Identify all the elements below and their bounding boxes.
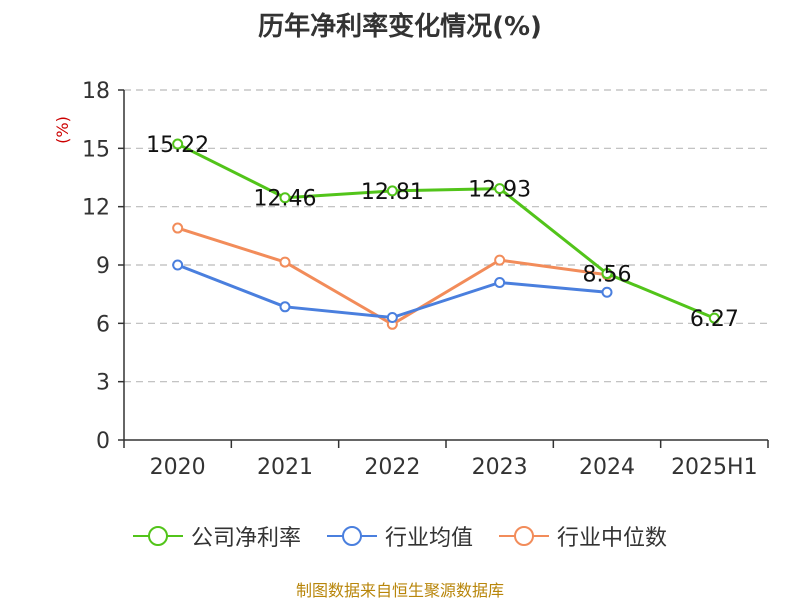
- data-label: 6.27: [690, 307, 739, 332]
- data-point: [386, 185, 398, 197]
- legend-swatch-company: [132, 526, 183, 546]
- x-tick-label: 2024: [579, 455, 635, 480]
- data-point: [601, 286, 613, 298]
- chart-title: 历年净利率变化情况(%): [258, 12, 542, 42]
- legend-label-industry-median: 行业中位数: [557, 526, 668, 551]
- legend: 公司净利率 行业均值 行业中位数: [0, 520, 800, 552]
- y-tick-label: 15: [82, 137, 110, 162]
- data-point: [172, 222, 184, 234]
- data-label: 12.93: [468, 178, 531, 203]
- data-label: 8.56: [583, 263, 632, 288]
- legend-swatch-industry-median: [499, 526, 549, 546]
- legend-label-industry-mean: 行业均值: [384, 526, 473, 551]
- series-line-2: [177, 226, 608, 326]
- x-tick-label: 2020: [150, 455, 206, 480]
- x-tick-label: 2021: [257, 455, 313, 480]
- data-point: [172, 138, 184, 150]
- x-tick-label: 2023: [472, 455, 528, 480]
- source-footer: 制图数据来自恒生聚源数据库: [295, 581, 504, 600]
- y-tick-label: 18: [82, 79, 110, 104]
- y-axis-label: (%): [53, 116, 72, 144]
- legend-label-company: 公司净利率: [190, 526, 301, 551]
- data-label: 15.22: [146, 133, 209, 158]
- data-point: [279, 301, 291, 313]
- x-tick-label: 2025H1: [671, 455, 758, 480]
- data-label: 12.46: [254, 187, 317, 212]
- y-tick-label: 3: [96, 371, 110, 396]
- data-point: [279, 256, 291, 268]
- data-point: [279, 192, 291, 204]
- data-point: [494, 277, 506, 288]
- y-tick-label: 9: [96, 254, 110, 279]
- data-point: [708, 312, 720, 324]
- series-line-1: [177, 263, 608, 319]
- legend-swatch-industry-mean: [326, 526, 377, 546]
- y-tick-label: 0: [96, 429, 110, 454]
- y-tick-label: 6: [96, 312, 110, 337]
- data-label: 12.81: [361, 180, 424, 205]
- data-point: [494, 183, 506, 195]
- legend-item-industry-median[interactable]: 行业中位数: [499, 520, 667, 552]
- legend-item-company[interactable]: 公司净利率: [132, 520, 301, 552]
- data-point: [494, 254, 506, 266]
- data-point: [601, 268, 613, 280]
- data-point: [172, 259, 184, 271]
- series-line-0: [176, 142, 715, 320]
- x-tick-label: 2022: [364, 455, 420, 480]
- y-tick-label: 12: [82, 196, 110, 221]
- data-point: [386, 312, 398, 323]
- legend-item-industry-mean[interactable]: 行业均值: [326, 520, 473, 552]
